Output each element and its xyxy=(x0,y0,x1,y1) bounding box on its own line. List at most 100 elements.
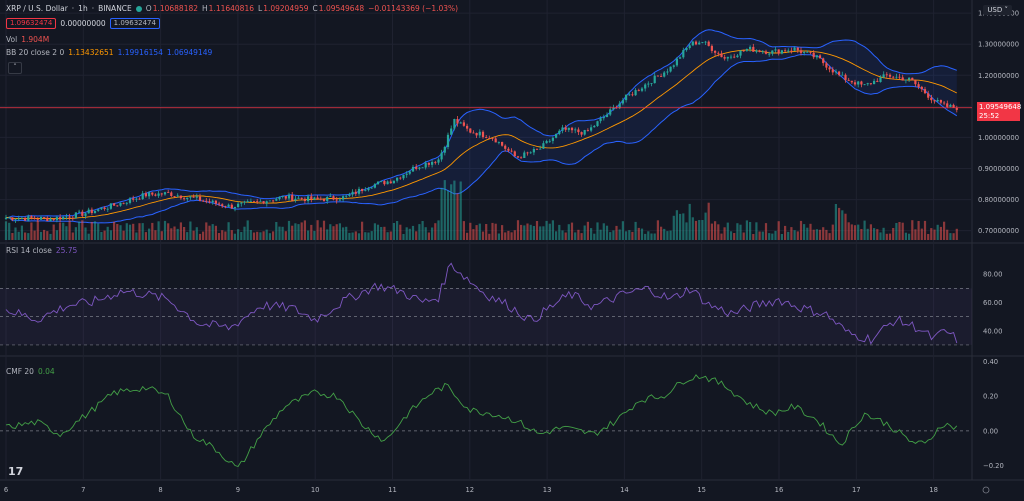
candle-body xyxy=(542,143,545,149)
candle-body xyxy=(300,197,303,199)
candle-body xyxy=(87,209,90,214)
candle-body xyxy=(943,102,946,104)
collapse-legend-button[interactable]: ˄ xyxy=(8,62,22,74)
candle-body xyxy=(876,80,879,82)
currency-selector[interactable]: USD ˅ xyxy=(983,5,1012,15)
candle-body xyxy=(726,56,729,59)
volume-bar xyxy=(818,229,822,240)
volume-bar xyxy=(885,233,888,240)
volume-bar xyxy=(787,231,790,240)
volume-bar xyxy=(793,230,796,240)
candle-body xyxy=(462,122,465,126)
tradingview-logo[interactable]: 17 xyxy=(8,465,24,478)
volume-bar xyxy=(87,233,90,240)
time-tick-label: 12 xyxy=(465,486,474,494)
candle-body xyxy=(863,84,866,86)
candle-body xyxy=(65,216,68,218)
candle-body xyxy=(287,194,291,199)
volume-bar xyxy=(227,222,230,240)
volume-bar xyxy=(446,190,450,240)
candle-body xyxy=(294,198,297,201)
candle-body xyxy=(84,213,87,216)
candle-body xyxy=(456,119,459,124)
candle-body xyxy=(545,141,548,144)
candle-body xyxy=(148,192,151,197)
candle-body xyxy=(714,50,717,53)
volume-bar xyxy=(278,226,281,240)
volume-bar xyxy=(160,231,163,240)
volume-bar xyxy=(841,210,844,240)
volume-bar xyxy=(370,231,373,240)
candle-body xyxy=(936,100,939,102)
candle-body xyxy=(173,196,176,197)
candle-body xyxy=(911,77,914,81)
volume-bar xyxy=(478,223,481,240)
candle-body xyxy=(793,47,796,51)
volume-bar xyxy=(812,229,815,240)
volume-bar xyxy=(901,222,904,240)
candle-body xyxy=(625,94,628,101)
candle-body xyxy=(679,57,682,59)
candle-body xyxy=(74,212,77,218)
candle-body xyxy=(844,74,847,80)
volume-bar xyxy=(580,233,583,240)
symbol-name[interactable]: XRP / U.S. Dollar xyxy=(6,4,68,13)
volume-bar xyxy=(923,220,927,240)
volume-bar xyxy=(329,224,332,240)
volume-bar xyxy=(319,227,322,240)
volume-bar xyxy=(634,221,637,240)
candle-body xyxy=(195,196,198,198)
candle-body xyxy=(297,197,300,199)
candle-body xyxy=(749,46,752,49)
bb-upper-value: 1.19916154 xyxy=(117,48,163,57)
candle-body xyxy=(68,216,71,218)
candle-body xyxy=(507,148,510,151)
candle-body xyxy=(90,209,93,213)
candle-body xyxy=(939,100,942,103)
bb-legend[interactable]: BB 20 close 2 0 1.13432651 1.19916154 1.… xyxy=(6,48,212,58)
candle-body xyxy=(860,81,863,85)
volume-bar xyxy=(904,232,907,240)
volume-bar xyxy=(440,187,443,240)
volume-bar xyxy=(860,229,863,240)
buy-button[interactable]: 1.09632474 xyxy=(109,18,160,29)
candle-body xyxy=(81,211,84,216)
volume-bar xyxy=(742,232,745,240)
volume-bars xyxy=(4,180,958,240)
volume-bar xyxy=(574,232,577,240)
candle-body xyxy=(434,162,437,163)
volume-bar xyxy=(173,226,176,240)
candle-body xyxy=(221,204,224,206)
volume-bar xyxy=(157,221,160,240)
volume-bar xyxy=(310,224,313,240)
volume-bar xyxy=(545,220,548,240)
volume-bar xyxy=(520,224,523,240)
candle-body xyxy=(259,201,262,202)
sell-button[interactable]: 1.09632474 xyxy=(6,18,57,29)
rsi-legend[interactable]: RSI 14 close 25.75 xyxy=(6,246,77,256)
volume-bar xyxy=(303,220,306,240)
candle-body xyxy=(590,127,593,131)
volume-bar xyxy=(529,224,532,240)
volume-bar xyxy=(326,229,329,240)
interval-label[interactable]: 1h xyxy=(78,4,88,13)
candle-body xyxy=(634,90,637,96)
candle-body xyxy=(342,196,345,200)
volume-bar xyxy=(281,226,284,240)
candle-body xyxy=(443,147,446,153)
volume-bar xyxy=(421,221,424,240)
price-tick-label: 1.00000000 xyxy=(978,134,1019,142)
candle-body xyxy=(421,167,424,169)
candle-body xyxy=(491,138,494,139)
candle-body xyxy=(459,122,462,124)
candle-body xyxy=(551,137,554,141)
volume-bar xyxy=(784,225,787,240)
time-tick-label: 6 xyxy=(4,486,8,494)
cmf-legend[interactable]: CMF 20 0.04 xyxy=(6,367,55,377)
volume-legend[interactable]: Vol 1.904M xyxy=(6,35,49,45)
candle-body xyxy=(316,197,319,199)
candle-body xyxy=(908,77,911,80)
volume-bar xyxy=(844,213,847,240)
candle-body xyxy=(262,201,265,204)
